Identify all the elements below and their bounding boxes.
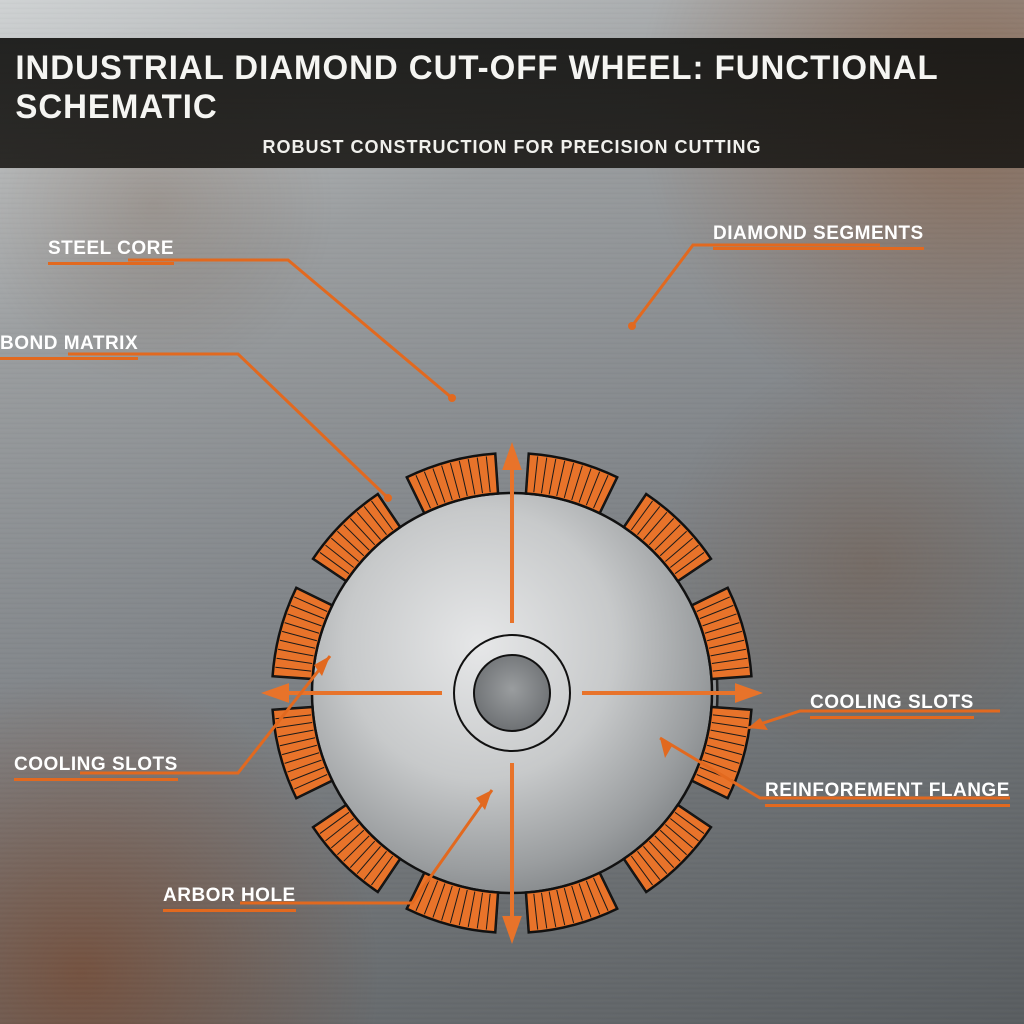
label-reinforcement-flange: REINFOREMENT FLANGE xyxy=(765,780,1010,802)
label-steel-core: STEEL CORE xyxy=(48,238,174,260)
subtitle: ROBUST CONSTRUCTION FOR PRECISION CUTTIN… xyxy=(263,137,762,158)
leader-lines xyxy=(0,168,1024,1024)
title-banner: INDUSTRIAL DIAMOND CUT-OFF WHEEL: FUNCTI… xyxy=(0,38,1024,168)
main-title: INDUSTRIAL DIAMOND CUT-OFF WHEEL: FUNCTI… xyxy=(15,49,1008,127)
label-arbor-hole: ARBOR HOLE xyxy=(163,885,296,907)
label-bond-matrix: BOND MATRIX xyxy=(0,333,138,355)
label-diamond-segments: DIAMOND SEGMENTS xyxy=(713,223,924,245)
leader-bond-matrix xyxy=(68,354,388,498)
diagram-area: STEEL CORE BOND MATRIX DIAMOND SEGMENTS … xyxy=(0,168,1024,1024)
leader-diamond-segments xyxy=(632,245,880,326)
leader-steel-core xyxy=(128,260,452,398)
label-cooling-slots-left: COOLING SLOTS xyxy=(14,754,178,776)
label-cooling-slots-right: COOLING SLOTS xyxy=(810,692,974,714)
